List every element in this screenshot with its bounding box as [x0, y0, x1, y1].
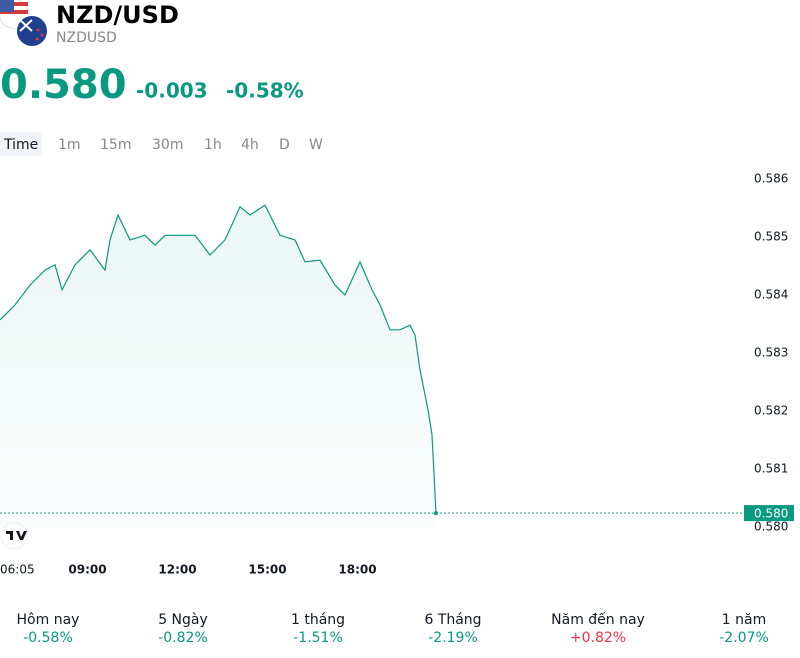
timeframe-button[interactable]: 15m — [100, 137, 131, 153]
timeframes: Time 1m 15m 30m 1h 4h D W — [3, 137, 323, 153]
price-line — [0, 204, 437, 514]
period-value[interactable]: -2.19% — [428, 630, 478, 646]
timeframe-button[interactable]: 30m — [152, 137, 183, 153]
y-tick-label: 0.584 — [754, 288, 788, 302]
period-value[interactable]: -0.58% — [23, 630, 73, 646]
period-value[interactable]: -0.82% — [158, 630, 208, 646]
x-tick-label: 18:00 — [338, 563, 376, 577]
period-label[interactable]: 1 tháng — [291, 612, 345, 628]
last-point — [434, 511, 438, 516]
x-tick-label: 15:00 — [248, 563, 286, 577]
last-price-tag — [744, 505, 794, 522]
symbol-subtitle: NZDUSD — [56, 30, 117, 46]
timeframe-button[interactable]: 4h — [241, 137, 259, 153]
change-percent: -0.58% — [226, 79, 304, 103]
y-tick-label: 0.582 — [754, 404, 788, 418]
active-timeframe-bg — [0, 132, 42, 156]
timeframe-button[interactable]: 1m — [58, 137, 81, 153]
symbol-title: NZD/USD — [56, 1, 179, 29]
x-tick-label: 09:00 — [68, 563, 106, 577]
x-tick-label: 06:05 — [0, 563, 35, 577]
timeframe-button[interactable]: 1h — [204, 137, 222, 153]
period-label[interactable]: 6 Tháng — [424, 612, 481, 628]
x-tick-label: 12:00 — [158, 563, 196, 577]
y-tick-label: 0.586 — [754, 172, 788, 186]
y-tick-label: 0.583 — [754, 346, 788, 360]
period-value[interactable]: -2.07% — [719, 630, 769, 646]
timeframe-button[interactable]: Time — [3, 137, 38, 153]
chart: 0.586 0.585 0.584 0.583 0.582 0.581 0.580 06:05… — [0, 172, 794, 577]
last-price-label: 0.580 — [754, 507, 788, 521]
y-tick-label: 0.585 — [754, 230, 788, 244]
period-label[interactable]: 5 Ngày — [158, 612, 208, 628]
timeframe-button[interactable]: D — [279, 137, 290, 153]
timeframe-button[interactable]: W — [309, 137, 323, 153]
period-label[interactable]: Năm đến nay — [551, 611, 645, 628]
logo — [0, 522, 28, 550]
period-label[interactable]: Hôm nay — [17, 612, 80, 628]
periods: Hôm nay -0.58% 5 Ngày -0.82% 1 tháng -1.51% 6 … — [17, 611, 769, 646]
area — [0, 205, 436, 527]
period-label[interactable]: 1 năm — [722, 612, 766, 628]
price: 0.580 — [0, 62, 127, 108]
y-tick-label: 0.580 — [754, 520, 788, 534]
flags — [0, 0, 49, 48]
y-tick-label: 0.581 — [754, 462, 788, 476]
period-value[interactable]: -1.51% — [293, 630, 343, 646]
change: -0.003 — [136, 79, 208, 103]
period-value[interactable]: +0.82% — [570, 630, 626, 646]
